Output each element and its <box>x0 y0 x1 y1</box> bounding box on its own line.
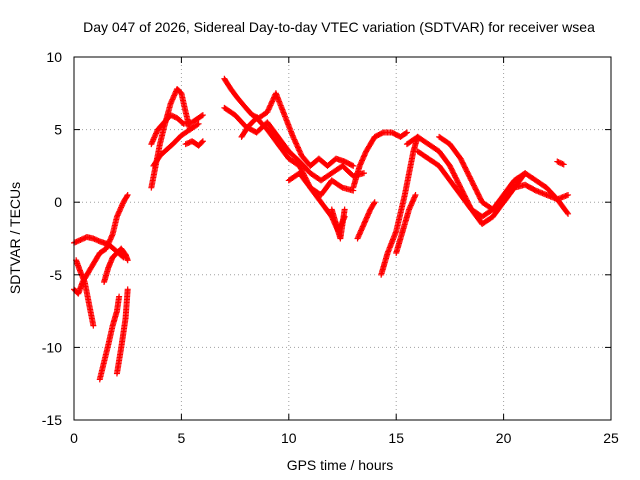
data-point <box>402 130 409 137</box>
data-point <box>291 137 298 144</box>
axis-ticks: 0 5 10 15 20 25 -15 -10 -5 0 5 10 <box>42 49 619 446</box>
y-tick-label: 5 <box>54 122 62 138</box>
y-axis-label: SDTVAR / TECUs <box>7 182 23 294</box>
data-point <box>293 141 300 148</box>
series-trace-j <box>182 138 206 149</box>
y-tick-label: 0 <box>54 194 62 210</box>
data-point <box>268 101 275 108</box>
x-tick-label: 10 <box>281 430 297 446</box>
data-point <box>371 199 378 206</box>
series-trace-e <box>101 245 131 286</box>
series-trace-i <box>150 120 202 169</box>
data-point <box>403 129 410 136</box>
series-trace-f <box>113 286 131 377</box>
data-point <box>195 120 202 127</box>
x-tick-label: 20 <box>496 430 512 446</box>
data-point <box>124 191 131 198</box>
plot-frame <box>73 56 612 421</box>
data-point <box>265 106 272 113</box>
data-point <box>522 170 529 177</box>
data-point <box>267 102 274 109</box>
data-point <box>290 135 297 142</box>
data-point <box>292 139 299 146</box>
data-point <box>565 210 572 217</box>
data-point <box>290 133 297 140</box>
data-point <box>291 136 298 143</box>
data-point <box>360 170 367 177</box>
data-point <box>560 161 567 168</box>
x-tick-label: 15 <box>388 430 404 446</box>
data-point <box>198 112 205 119</box>
data-point <box>269 98 276 105</box>
y-tick-label: 10 <box>46 49 62 65</box>
series-trace-o <box>328 206 348 242</box>
series-trace-q <box>354 199 378 242</box>
data-point <box>199 138 206 145</box>
data-point <box>90 322 97 329</box>
data-point <box>350 162 357 169</box>
data-point <box>264 107 271 114</box>
data-point <box>293 140 300 147</box>
y-tick-label: -10 <box>42 339 62 355</box>
data-point <box>349 162 356 169</box>
data-point <box>199 139 206 146</box>
series-trace-c <box>73 257 97 329</box>
data-point <box>295 144 302 151</box>
data-point <box>564 209 571 216</box>
data-point <box>521 171 528 178</box>
data-point <box>296 148 303 155</box>
data-point <box>124 286 131 293</box>
y-tick-label: -5 <box>50 267 63 283</box>
x-axis-label: GPS time / hours <box>287 457 394 473</box>
data-point <box>379 130 386 137</box>
data-point <box>565 191 572 198</box>
data-point <box>268 99 275 106</box>
data-point <box>295 145 302 152</box>
data-point <box>297 150 304 157</box>
series-trace-r <box>378 133 421 278</box>
data-point <box>124 257 131 264</box>
chart-title: Day 047 of 2026, Sidereal Day-to-day VTE… <box>83 19 595 35</box>
data-point <box>264 109 271 116</box>
data-point <box>294 143 301 150</box>
series-trace-h <box>148 112 206 148</box>
data-point <box>194 121 201 128</box>
x-tick-label: 0 <box>70 430 78 446</box>
y-tick-label: -15 <box>42 412 62 428</box>
data-point <box>266 103 273 110</box>
data-point <box>123 193 130 200</box>
data-point <box>199 112 206 119</box>
data-point <box>116 293 123 300</box>
series-trace-d <box>96 293 123 383</box>
data-point <box>412 191 419 198</box>
series-trace-p <box>350 129 410 191</box>
data-points <box>71 75 572 383</box>
series-trace-v <box>436 133 529 213</box>
data-point <box>266 105 273 112</box>
x-tick-label: 25 <box>603 430 619 446</box>
data-point <box>296 147 303 154</box>
data-point <box>371 200 378 207</box>
series-trace-s <box>393 191 419 257</box>
data-point <box>341 206 348 213</box>
series-trace-w <box>554 158 567 168</box>
x-tick-label: 5 <box>178 430 186 446</box>
data-point <box>269 97 276 104</box>
series-trace-m <box>238 114 357 198</box>
grid-lines <box>74 57 611 420</box>
